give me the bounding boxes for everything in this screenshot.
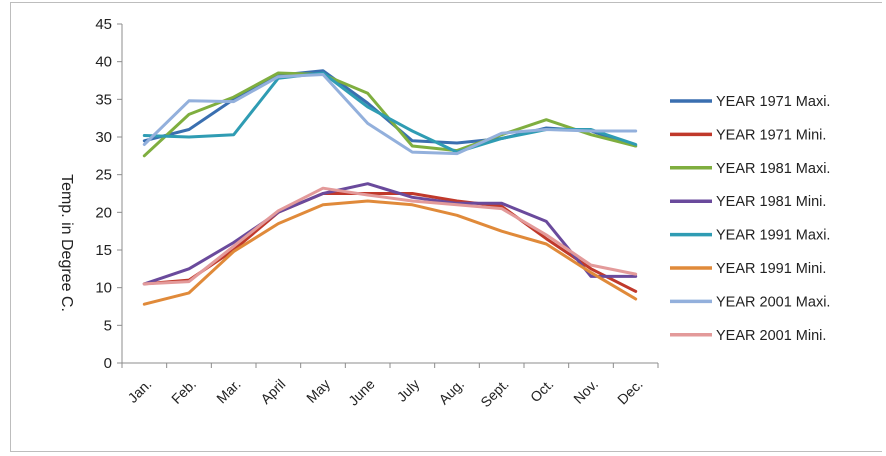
- series-line-7: [142, 73, 638, 156]
- legend-label: YEAR 2001 Mini.: [716, 328, 826, 344]
- x-tick-label: June: [345, 376, 378, 409]
- legend-label: YEAR 1981 Maxi.: [716, 161, 830, 177]
- x-tick-label: Sept.: [477, 376, 511, 410]
- series-line-3: [142, 71, 638, 158]
- y-tick-label: 30: [95, 129, 112, 146]
- x-tick-label: Mar.: [213, 376, 244, 407]
- x-tick-label: Jan.: [124, 376, 154, 406]
- legend-label: YEAR 1971 Mini.: [716, 127, 826, 143]
- y-tick-label: 5: [104, 317, 112, 334]
- series-line-6: [142, 199, 638, 306]
- x-tick-label: May: [303, 376, 333, 406]
- x-tick-label: Feb.: [168, 376, 199, 407]
- y-tick-label: 40: [95, 54, 112, 71]
- y-tick-label: 20: [95, 204, 112, 221]
- y-axis: 0 5 10 15 20 25 30 35 40 45: [95, 16, 123, 372]
- y-tick-label: 45: [95, 16, 112, 33]
- series-line-5: [142, 71, 638, 154]
- x-tick-label: Oct.: [527, 376, 556, 405]
- x-tick-label: Aug.: [435, 376, 467, 408]
- y-tick-label: 15: [95, 242, 112, 259]
- legend-label: YEAR 1971 Maxi.: [716, 94, 830, 110]
- y-tick-label: 10: [95, 280, 112, 297]
- x-axis: Jan. Feb. Mar. April May June July Aug. Sept. Oct…: [121, 362, 659, 410]
- chart-frame: [10, 2, 882, 452]
- series-line-4: [142, 182, 638, 286]
- x-tick-label: July: [394, 376, 423, 405]
- legend-label: YEAR 1981 Mini.: [716, 194, 826, 210]
- y-axis-title: Temp. in Degree C.: [58, 174, 75, 312]
- legend-label: YEAR 2001 Maxi.: [716, 294, 830, 310]
- y-tick-label: 25: [95, 167, 112, 184]
- series-line-8: [142, 186, 638, 286]
- series-line-2: [142, 192, 638, 293]
- plot-area: [142, 69, 638, 306]
- x-tick-label: April: [257, 376, 288, 407]
- y-tick-label: 35: [95, 91, 112, 108]
- legend: YEAR 1971 Maxi. YEAR 1971 Mini. YEAR 1981 …: [670, 94, 830, 344]
- y-tick-label: 0: [104, 355, 112, 372]
- x-tick-label: Nov.: [570, 376, 601, 407]
- legend-label: YEAR 1991 Mini.: [716, 261, 826, 277]
- x-tick-label: Dec.: [614, 376, 646, 408]
- legend-label: YEAR 1991 Maxi.: [716, 228, 830, 244]
